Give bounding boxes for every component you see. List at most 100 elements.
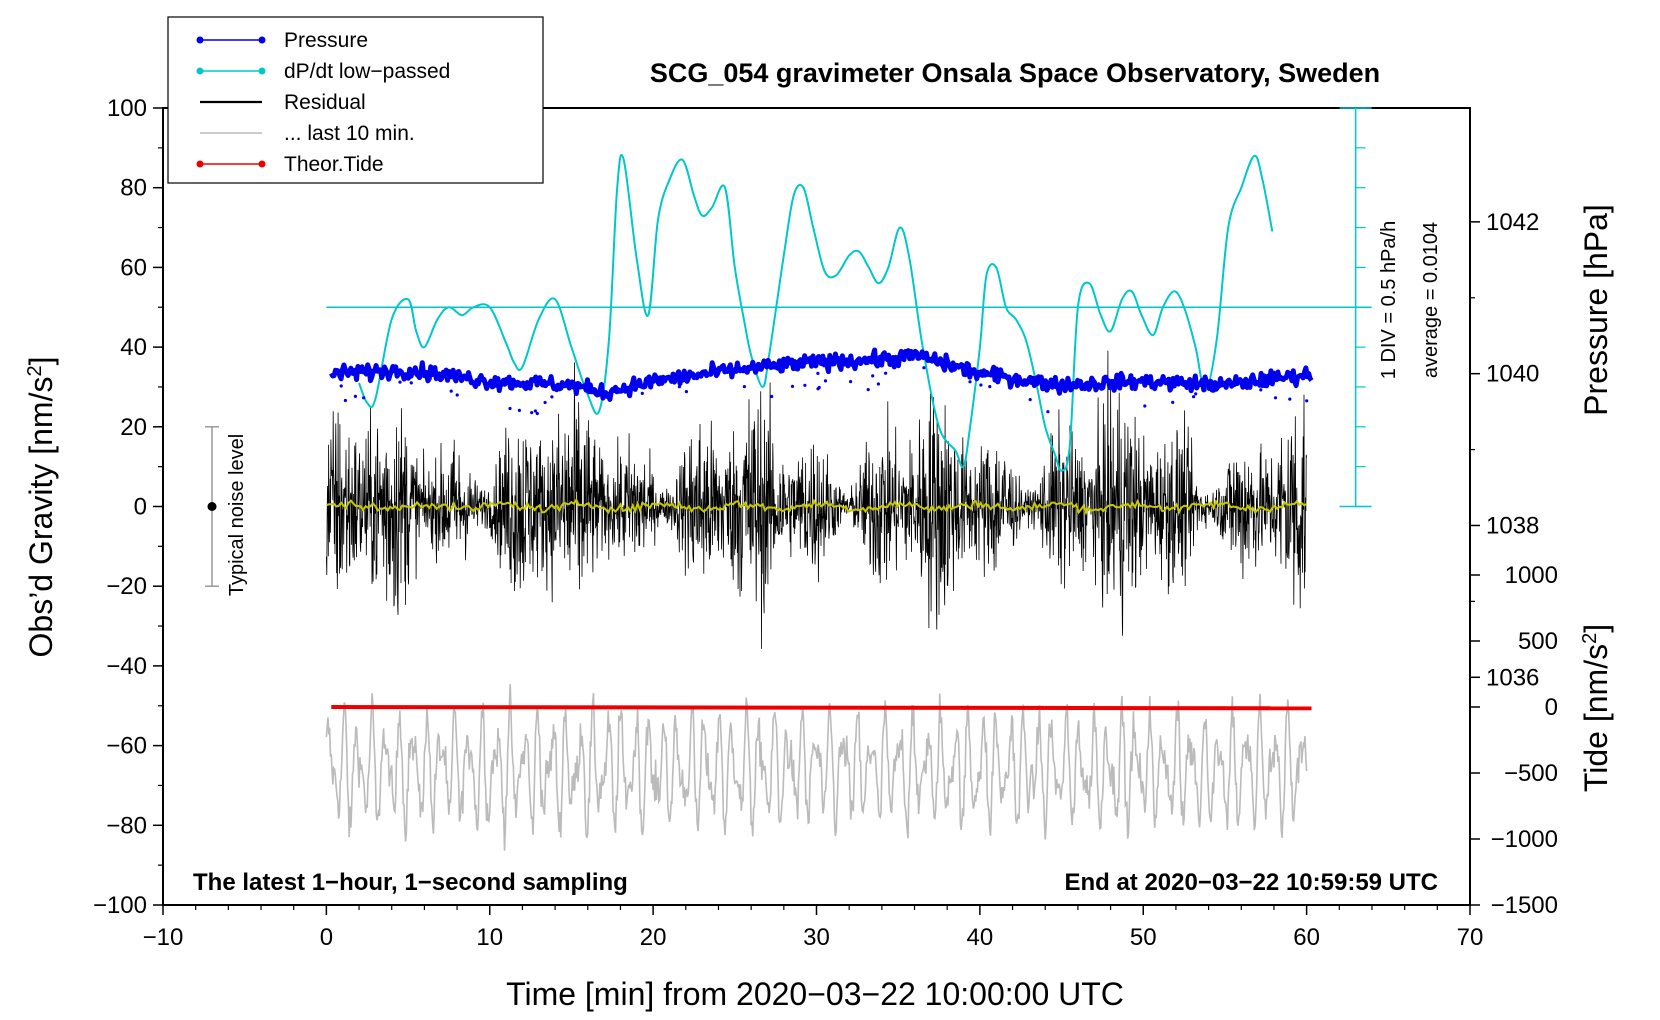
pressure-point [884,371,888,375]
x-tick-label: 60 [1293,924,1320,951]
x-tick-label: 30 [803,924,830,951]
pressure-point [922,366,926,370]
x-tick-label: −10 [143,924,184,951]
noise-level-label: Typical noise level [226,434,248,596]
y-left-tick-label: 100 [107,95,147,122]
legend-label: ... last 10 min. [284,122,415,145]
pressure-point [530,411,534,415]
x-tick-label: 10 [476,924,503,951]
pressure-point [343,398,347,403]
annotation-end-time: End at 2020−03−22 10:59:59 UTC [1064,869,1438,896]
annotation-sampling: The latest 1−hour, 1−second sampling [193,869,628,896]
pressure-tick-label: 1036 [1486,664,1539,691]
pressure-point [684,390,689,394]
pressure-point [849,380,853,384]
chart-title: SCG_054 gravimeter Onsala Space Observat… [650,58,1380,88]
y-left-tick-label: −100 [93,892,147,919]
y-left-tick-label: −40 [106,653,147,680]
series-residual-smoothed-line [326,497,1307,516]
y-axis-title-gravity-end: ] [23,357,59,366]
pressure-point [790,384,795,388]
series-tide-line [331,705,1312,711]
legend-label: Residual [284,91,366,114]
y-axis-title-tide: Tide [nm/s2] [1578,624,1614,792]
pressure-point [1028,398,1032,402]
pressure-point [988,385,992,389]
y-left-tick-label: 60 [120,254,147,281]
legend-label: dP/dt low−passed [284,60,450,83]
pressure-point [1046,410,1050,414]
legend-label: Theor.Tide [284,153,384,176]
tide-tick-label: −1500 [1491,892,1558,919]
pressure-point [968,380,972,384]
y-left-tick-label: 40 [120,334,147,361]
pressure-point [1273,396,1278,400]
axes-layer: −10 0 10 20 30 40 50 60 70100806040200−20−40−60−… [93,95,1558,951]
y-axis-title-tide-sup: 2 [1579,633,1601,644]
tide-tick-label: 1000 [1505,562,1558,589]
x-tick-label: 20 [640,924,667,951]
legend-box [167,16,544,184]
legend-swatch-marker [258,67,266,75]
legend-swatch-marker [196,67,204,75]
pressure-point [535,411,539,416]
dpdt-div-label: 1 DIV = 0.5 hPa/h [1378,221,1400,379]
pressure-point [508,406,512,411]
pressure-point [455,393,459,397]
tide-tick-label: 500 [1518,628,1558,655]
pressure-tick-label: 1042 [1486,209,1539,236]
y-axis-title-gravity-sup: 2 [24,365,46,376]
pressure-point [543,400,547,405]
x-tick-label: 40 [967,924,994,951]
series-layer [325,153,1372,851]
pressure-tick-label: 1038 [1486,512,1539,539]
x-axis-title: Time [min] from 2020−03−22 10:00:00 UTC [506,976,1124,1012]
pressure-point [1171,400,1175,404]
tide-tick-label: −1000 [1491,826,1558,853]
x-tick-label: 0 [320,924,333,951]
y-left-tick-label: 20 [120,414,147,441]
pressure-point [362,396,366,400]
pressure-point [876,382,881,386]
tide-tick-label: −500 [1504,760,1558,787]
pressure-point [823,379,828,383]
pressure-point [677,385,682,389]
y-left-tick-label: −20 [106,573,147,600]
y-left-tick-label: 80 [120,175,147,202]
legend-swatch-marker [196,160,204,168]
noise-bar-center [207,502,217,511]
pressure-point [398,380,402,384]
tide-tick-label: 0 [1545,694,1558,721]
pressure-tick-label: 1040 [1486,361,1539,388]
pressure-point [353,394,357,398]
pressure-point [449,389,453,393]
pressure-point [1194,392,1198,396]
legend-swatch-marker [196,36,204,44]
y-left-tick-label: −60 [106,733,147,760]
pressure-point [979,383,983,387]
pressure-point [1192,395,1196,399]
pressure-point [803,383,807,387]
legend-swatch-marker [258,160,266,168]
y-axis-title-gravity-main: Obs’d Gravity [nm/s [23,377,59,658]
x-tick-label: 50 [1130,924,1157,951]
y-axis-title-tide-end: ] [1578,624,1614,633]
pressure-point [742,385,747,389]
pressure-point [1259,388,1263,392]
legend: Pressure dP/dt low−passed Residual ... last… [167,16,544,184]
dpdt-average-label: average = 0.0104 [1420,222,1442,378]
pressure-point [339,384,343,388]
pressure-point [517,408,522,412]
pressure-point [533,409,538,413]
pressure-point [817,385,821,390]
legend-label: Pressure [284,29,368,52]
pressure-point [550,395,554,399]
pressure-point [409,381,413,385]
pressure-point [770,394,774,399]
pressure-point [1288,397,1292,401]
y-axis-title-gravity: Obs’d Gravity [nm/s2] [23,357,59,658]
legend-swatch-marker [258,36,266,44]
y-axis-title-pressure: Pressure [hPa] [1578,204,1614,416]
